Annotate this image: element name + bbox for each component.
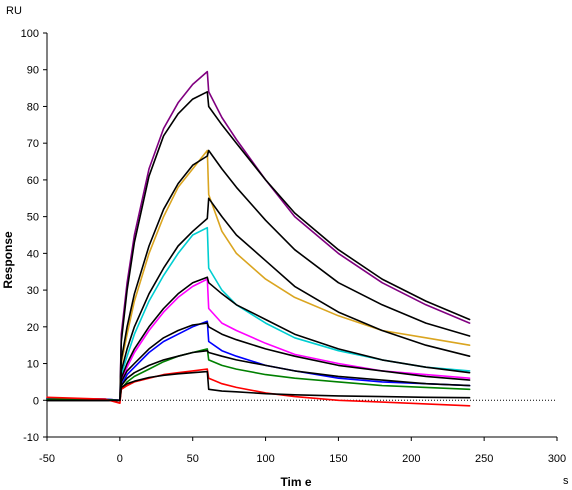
series-line-0: [46, 70, 471, 402]
series-line-11: [46, 349, 471, 402]
series-line-3: [46, 149, 471, 402]
x-tick-label-7: 300: [548, 453, 566, 465]
series-line-1: [46, 91, 471, 402]
x-tick-label-1: 0: [117, 453, 123, 465]
y-tick-label-2: 10: [27, 359, 39, 371]
y-tick-label-10: 90: [27, 65, 39, 77]
x-tick-label-3: 100: [256, 453, 274, 465]
y-tick-label-8: 70: [27, 138, 39, 150]
y-axis-title: Response: [1, 231, 15, 289]
series-line-9: [46, 322, 471, 402]
x-unit-label: s: [563, 475, 569, 487]
y-unit-label: RU: [6, 5, 22, 17]
series-line-7: [46, 276, 471, 402]
series-line-8: [46, 320, 471, 402]
x-tick-label-0: -50: [39, 453, 55, 465]
series-line-12: [46, 368, 471, 407]
y-tick-label-9: 80: [27, 101, 39, 113]
x-tick-label-6: 250: [475, 453, 493, 465]
y-tick-label-6: 50: [27, 212, 39, 224]
y-tick-label-7: 60: [27, 175, 39, 187]
x-tick-label-4: 150: [329, 453, 347, 465]
series-line-4: [46, 226, 471, 402]
y-tick-label-11: 100: [21, 28, 39, 40]
x-tick-label-2: 50: [187, 453, 199, 465]
y-tick-label-4: 30: [27, 285, 39, 297]
y-tick-label-0: -10: [23, 432, 39, 444]
x-axis-title: Tim e: [280, 475, 311, 489]
y-tick-label-5: 40: [27, 248, 39, 260]
series-line-5: [46, 197, 471, 402]
series-line-13: [46, 370, 471, 402]
y-tick-label-1: 0: [33, 395, 39, 407]
x-tick-label-5: 200: [402, 453, 420, 465]
y-tick-label-3: 20: [27, 322, 39, 334]
